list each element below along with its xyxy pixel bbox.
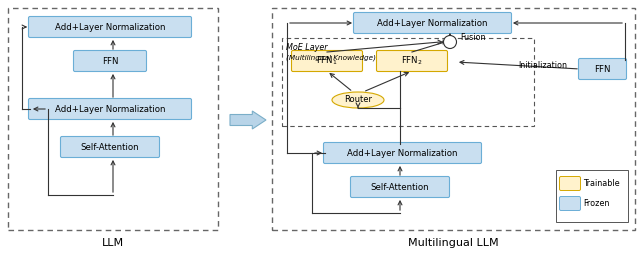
Text: Trainable: Trainable (583, 179, 620, 188)
Text: Add+Layer Normalization: Add+Layer Normalization (377, 19, 488, 27)
FancyBboxPatch shape (29, 17, 191, 38)
Text: Add+Layer Normalization: Add+Layer Normalization (348, 149, 458, 157)
Text: Fusion: Fusion (460, 33, 486, 41)
Text: Self-Attention: Self-Attention (371, 183, 429, 192)
FancyBboxPatch shape (323, 142, 481, 164)
FancyBboxPatch shape (559, 197, 580, 211)
FancyBboxPatch shape (559, 177, 580, 190)
Text: LLM: LLM (102, 238, 124, 248)
FancyBboxPatch shape (61, 136, 159, 157)
Polygon shape (230, 111, 266, 129)
FancyBboxPatch shape (29, 99, 191, 119)
Text: FFN$_1$: FFN$_1$ (316, 55, 338, 67)
FancyBboxPatch shape (272, 8, 635, 230)
Text: Multilingual LLM: Multilingual LLM (408, 238, 499, 248)
Text: MoE Layer: MoE Layer (286, 43, 328, 53)
FancyBboxPatch shape (579, 58, 627, 80)
Text: Router: Router (344, 96, 372, 104)
Text: Add+Layer Normalization: Add+Layer Normalization (55, 23, 165, 31)
Text: Add+Layer Normalization: Add+Layer Normalization (55, 104, 165, 114)
FancyBboxPatch shape (376, 51, 447, 71)
FancyBboxPatch shape (74, 51, 147, 71)
FancyBboxPatch shape (291, 51, 362, 71)
Text: Frozen: Frozen (583, 199, 609, 208)
FancyBboxPatch shape (556, 170, 628, 222)
Text: FFN$_2$: FFN$_2$ (401, 55, 423, 67)
Text: FFN: FFN (102, 56, 118, 66)
FancyBboxPatch shape (353, 12, 511, 34)
Text: Self-Attention: Self-Attention (81, 142, 140, 151)
Text: (Multilingual Knowledge): (Multilingual Knowledge) (286, 55, 376, 61)
FancyBboxPatch shape (351, 177, 449, 198)
Ellipse shape (332, 92, 384, 108)
FancyBboxPatch shape (282, 38, 534, 126)
Circle shape (444, 36, 456, 49)
FancyBboxPatch shape (8, 8, 218, 230)
Text: Initialization: Initialization (518, 60, 568, 70)
Text: FFN: FFN (595, 65, 611, 73)
